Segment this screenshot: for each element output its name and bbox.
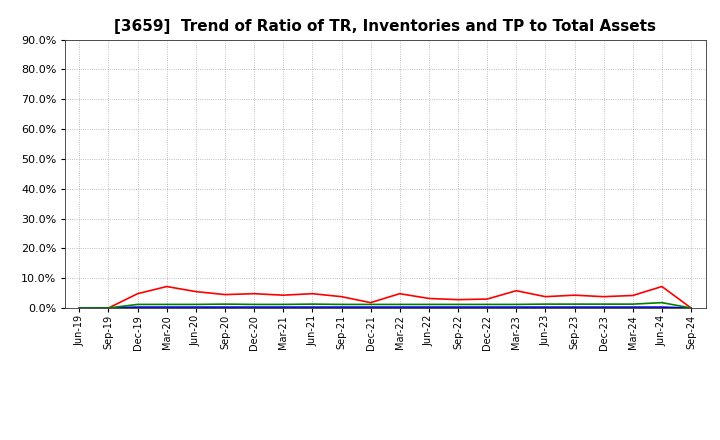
Line: Trade Receivables: Trade Receivables	[79, 286, 691, 308]
Trade Payables	[220, 301, 229, 307]
Trade Receivables	[75, 305, 84, 311]
Title: [3659]  Trend of Ratio of TR, Inventories and TP to Total Assets: [3659] Trend of Ratio of TR, Inventories…	[114, 19, 656, 34]
Inventories	[192, 304, 200, 310]
Line: Inventories: Inventories	[79, 307, 691, 308]
Trade Receivables	[454, 297, 462, 302]
Inventories	[163, 304, 171, 310]
Trade Payables	[512, 302, 521, 307]
Inventories	[687, 305, 696, 311]
Trade Receivables	[395, 291, 404, 296]
Trade Payables	[163, 302, 171, 307]
Trade Payables	[133, 302, 142, 307]
Inventories	[425, 304, 433, 310]
Inventories	[599, 304, 608, 310]
Trade Receivables	[512, 288, 521, 293]
Trade Receivables	[570, 293, 579, 298]
Inventories	[279, 304, 287, 310]
Trade Payables	[366, 302, 375, 307]
Trade Payables	[75, 305, 84, 311]
Inventories	[395, 304, 404, 310]
Trade Payables	[337, 302, 346, 307]
Trade Receivables	[337, 294, 346, 299]
Trade Payables	[454, 302, 462, 307]
Inventories	[220, 304, 229, 310]
Inventories	[512, 304, 521, 310]
Inventories	[483, 304, 492, 310]
Trade Receivables	[366, 300, 375, 305]
Trade Payables	[279, 302, 287, 307]
Trade Payables	[657, 300, 666, 305]
Trade Receivables	[308, 291, 317, 296]
Trade Payables	[599, 301, 608, 307]
Inventories	[570, 304, 579, 310]
Inventories	[75, 305, 84, 311]
Trade Payables	[687, 305, 696, 311]
Trade Payables	[308, 301, 317, 307]
Trade Receivables	[104, 305, 113, 311]
Trade Payables	[192, 302, 200, 307]
Inventories	[629, 304, 637, 310]
Inventories	[133, 304, 142, 310]
Trade Receivables	[657, 284, 666, 289]
Trade Receivables	[279, 293, 287, 298]
Trade Receivables	[220, 292, 229, 297]
Trade Receivables	[163, 284, 171, 289]
Trade Payables	[250, 302, 258, 307]
Trade Payables	[541, 301, 550, 307]
Inventories	[308, 304, 317, 310]
Trade Payables	[483, 302, 492, 307]
Inventories	[454, 304, 462, 310]
Trade Receivables	[192, 289, 200, 294]
Inventories	[337, 304, 346, 310]
Trade Payables	[104, 305, 113, 311]
Trade Payables	[425, 302, 433, 307]
Inventories	[541, 304, 550, 310]
Inventories	[250, 304, 258, 310]
Trade Receivables	[250, 291, 258, 296]
Trade Payables	[395, 302, 404, 307]
Line: Trade Payables: Trade Payables	[79, 303, 691, 308]
Trade Payables	[629, 301, 637, 307]
Trade Receivables	[687, 305, 696, 311]
Trade Receivables	[541, 294, 550, 299]
Trade Payables	[570, 301, 579, 307]
Trade Receivables	[599, 294, 608, 299]
Trade Receivables	[483, 297, 492, 302]
Trade Receivables	[425, 296, 433, 301]
Inventories	[366, 304, 375, 310]
Trade Receivables	[133, 291, 142, 296]
Inventories	[657, 304, 666, 310]
Trade Receivables	[629, 293, 637, 298]
Inventories	[104, 305, 113, 311]
